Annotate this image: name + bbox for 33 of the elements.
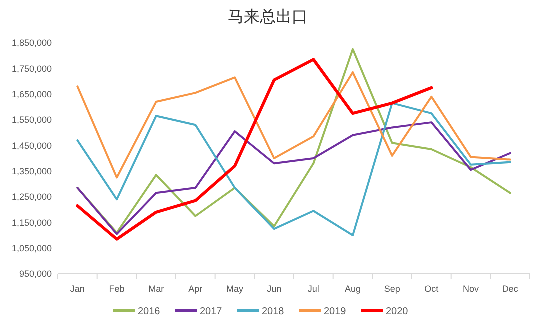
line-series (76, 58, 434, 241)
line-series (76, 72, 512, 179)
x-tick-label: May (226, 284, 244, 294)
x-tick-label: Sep (384, 284, 400, 294)
line-series (76, 48, 512, 234)
y-tick-label: 950,000 (19, 269, 52, 280)
x-tick-label: Jun (267, 284, 282, 294)
x-tick-label: Aug (344, 284, 362, 294)
chart-title: 马来总出口 (228, 7, 308, 26)
x-tick-label: Dec (502, 284, 519, 294)
x-tick-label: Jul (308, 284, 320, 294)
y-tick-label: 1,550,000 (12, 115, 52, 126)
legend-label: 2018 (262, 306, 285, 318)
y-tick-label: 1,650,000 (12, 89, 52, 100)
legend-label: 2016 (138, 306, 161, 318)
line-series (76, 122, 512, 236)
y-tick-label: 1,050,000 (12, 243, 52, 254)
x-tick-label: Nov (462, 284, 480, 294)
y-tick-label: 1,450,000 (12, 140, 52, 151)
legend-label: 2017 (200, 306, 223, 318)
x-tick-label: Feb (109, 284, 125, 294)
x-tick-label: Jan (70, 284, 85, 294)
y-tick-label: 1,150,000 (12, 218, 52, 228)
y-tick-label: 1,850,000 (12, 38, 52, 48)
y-tick-label: 1,250,000 (12, 192, 52, 202)
legend-label: 2019 (324, 306, 347, 318)
legend-label: 2020 (386, 306, 409, 318)
x-tick-label: Oct (424, 284, 440, 294)
line-series (76, 102, 512, 236)
y-tick-label: 1,750,000 (12, 64, 52, 74)
x-tick-label: Apr (188, 284, 203, 294)
x-tick-label: Mar (148, 284, 164, 294)
y-tick-label: 1,350,000 (12, 166, 52, 176)
